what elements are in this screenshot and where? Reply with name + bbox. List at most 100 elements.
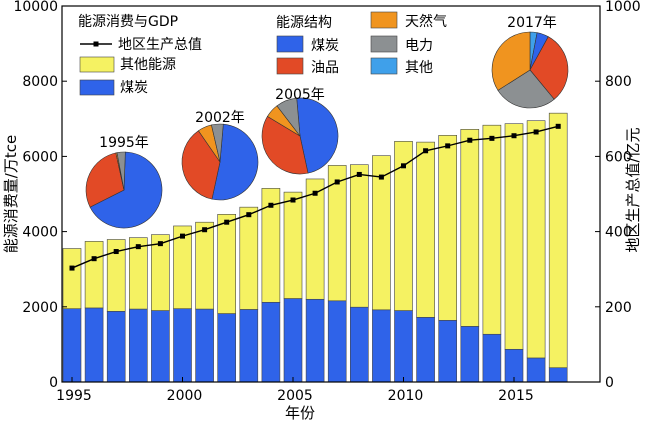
gdp-point: [312, 190, 318, 196]
pie-slice: [116, 151, 126, 191]
structure-item-label: 油品: [311, 60, 339, 76]
pie-chart: [181, 123, 259, 201]
bar-other-energy: [372, 155, 391, 311]
bar-coal: [526, 357, 546, 383]
y-tick-label: 10000: [13, 0, 58, 15]
pie-label: 1995年: [99, 135, 149, 151]
bar-coal: [460, 326, 480, 383]
structure-legend-title: 能源结构: [276, 15, 332, 31]
bar-other-energy: [504, 123, 524, 350]
bar-coal: [327, 300, 347, 383]
gdp-point: [246, 212, 252, 218]
legend-item-label: 其他能源: [120, 57, 176, 73]
gdp-point: [180, 233, 185, 239]
bar-other-energy: [195, 221, 214, 310]
y-tick-label: 4000: [22, 225, 58, 241]
gdp-point: [157, 241, 163, 247]
y2-tick-label: 600: [605, 149, 632, 165]
gdp-point: [290, 197, 296, 203]
axes-group: 0 2000 4000 6000 8000 10000 0 200 400 600 800 1000 1…: [13, 0, 640, 404]
bar-coal: [548, 367, 568, 383]
x-tick-label: 1995: [56, 388, 92, 404]
bar-coal: [283, 298, 303, 383]
bar-other-energy: [106, 239, 126, 312]
structure-swatch: [370, 35, 398, 53]
gdp-point: [533, 129, 539, 135]
bar-coal: [416, 317, 435, 383]
bar-coal: [305, 298, 325, 383]
bar-other-energy: [62, 248, 82, 309]
pie-slice: [497, 69, 555, 109]
y2-tick-label: 800: [605, 74, 632, 90]
legend-line-marker: [93, 41, 99, 47]
bar-other-energy: [173, 225, 192, 309]
pie-label: 2005年: [275, 87, 325, 103]
bar-coal: [84, 307, 104, 383]
pie-label: 2017年: [507, 15, 557, 31]
bar-other-energy: [548, 112, 568, 369]
legend-item-label: 地区生产总值: [118, 37, 202, 53]
bar-coal: [173, 308, 192, 383]
gdp-point: [334, 179, 340, 185]
gdp-point: [135, 244, 141, 250]
bars-group: [62, 112, 568, 383]
plot-frame: [61, 5, 601, 383]
pies-group: 1995年 2002年 2005年 2017年: [85, 15, 569, 229]
bar-coal: [151, 310, 170, 383]
pie-slice: [261, 116, 309, 175]
bar-coal: [482, 333, 502, 383]
bar-coal: [217, 313, 236, 383]
y-tick-label: 2000: [22, 300, 58, 316]
legend-title: 能源消费与GDP: [78, 14, 178, 30]
y2-axis-title: 地区生产总值/亿元: [624, 127, 642, 252]
pie-chart: [491, 31, 569, 109]
x-tick-label: 2000: [167, 388, 203, 404]
gdp-point: [69, 265, 75, 271]
bar-other-energy: [84, 241, 104, 309]
gdp-point: [511, 133, 517, 139]
bar-other-energy: [261, 188, 281, 303]
structure-item-label: 天然气: [405, 13, 447, 30]
gdp-point: [202, 227, 208, 233]
bar-coal: [438, 320, 458, 383]
x-axis-title: 年份: [285, 404, 315, 422]
bar-other-energy: [349, 164, 369, 308]
y2-tick-label: 0: [605, 375, 614, 391]
pie-slice: [211, 123, 259, 201]
bar-other-energy: [416, 141, 435, 318]
pie-slice: [529, 36, 569, 100]
structure-item-label: 煤炭: [311, 38, 339, 54]
bar-other-energy: [460, 129, 480, 327]
x-tick-label: 2015: [498, 388, 534, 404]
bar-coal: [62, 308, 82, 383]
gdp-line-group: [69, 123, 561, 271]
pie-label: 2002年: [195, 110, 245, 126]
gdp-point: [268, 202, 274, 208]
bar-other-energy: [438, 135, 458, 321]
gdp-point: [91, 256, 97, 262]
bar-coal: [349, 306, 369, 383]
bar-coal: [239, 309, 259, 383]
bar-other-energy: [526, 120, 546, 359]
x-tick-label: 2010: [388, 388, 424, 404]
structure-item-label: 其他: [405, 60, 433, 76]
gdp-point: [423, 148, 429, 154]
legend-swatch: [79, 56, 115, 73]
pie-slice: [181, 130, 221, 200]
y-axis-title: 能源消费量/万tce: [2, 135, 20, 253]
bar-coal: [394, 310, 413, 383]
pie-slice: [491, 31, 531, 91]
x-tick-label: 2005: [277, 388, 313, 404]
gdp-point: [401, 163, 406, 169]
gdp-point: [467, 137, 473, 143]
pie-slice: [85, 152, 125, 208]
gdp-point: [224, 219, 230, 225]
y-tick-label: 0: [49, 375, 58, 391]
y2-tick-label: 400: [605, 225, 632, 241]
bar-coal: [106, 311, 126, 383]
pie-chart: [85, 151, 163, 229]
bar-coal: [261, 301, 281, 383]
